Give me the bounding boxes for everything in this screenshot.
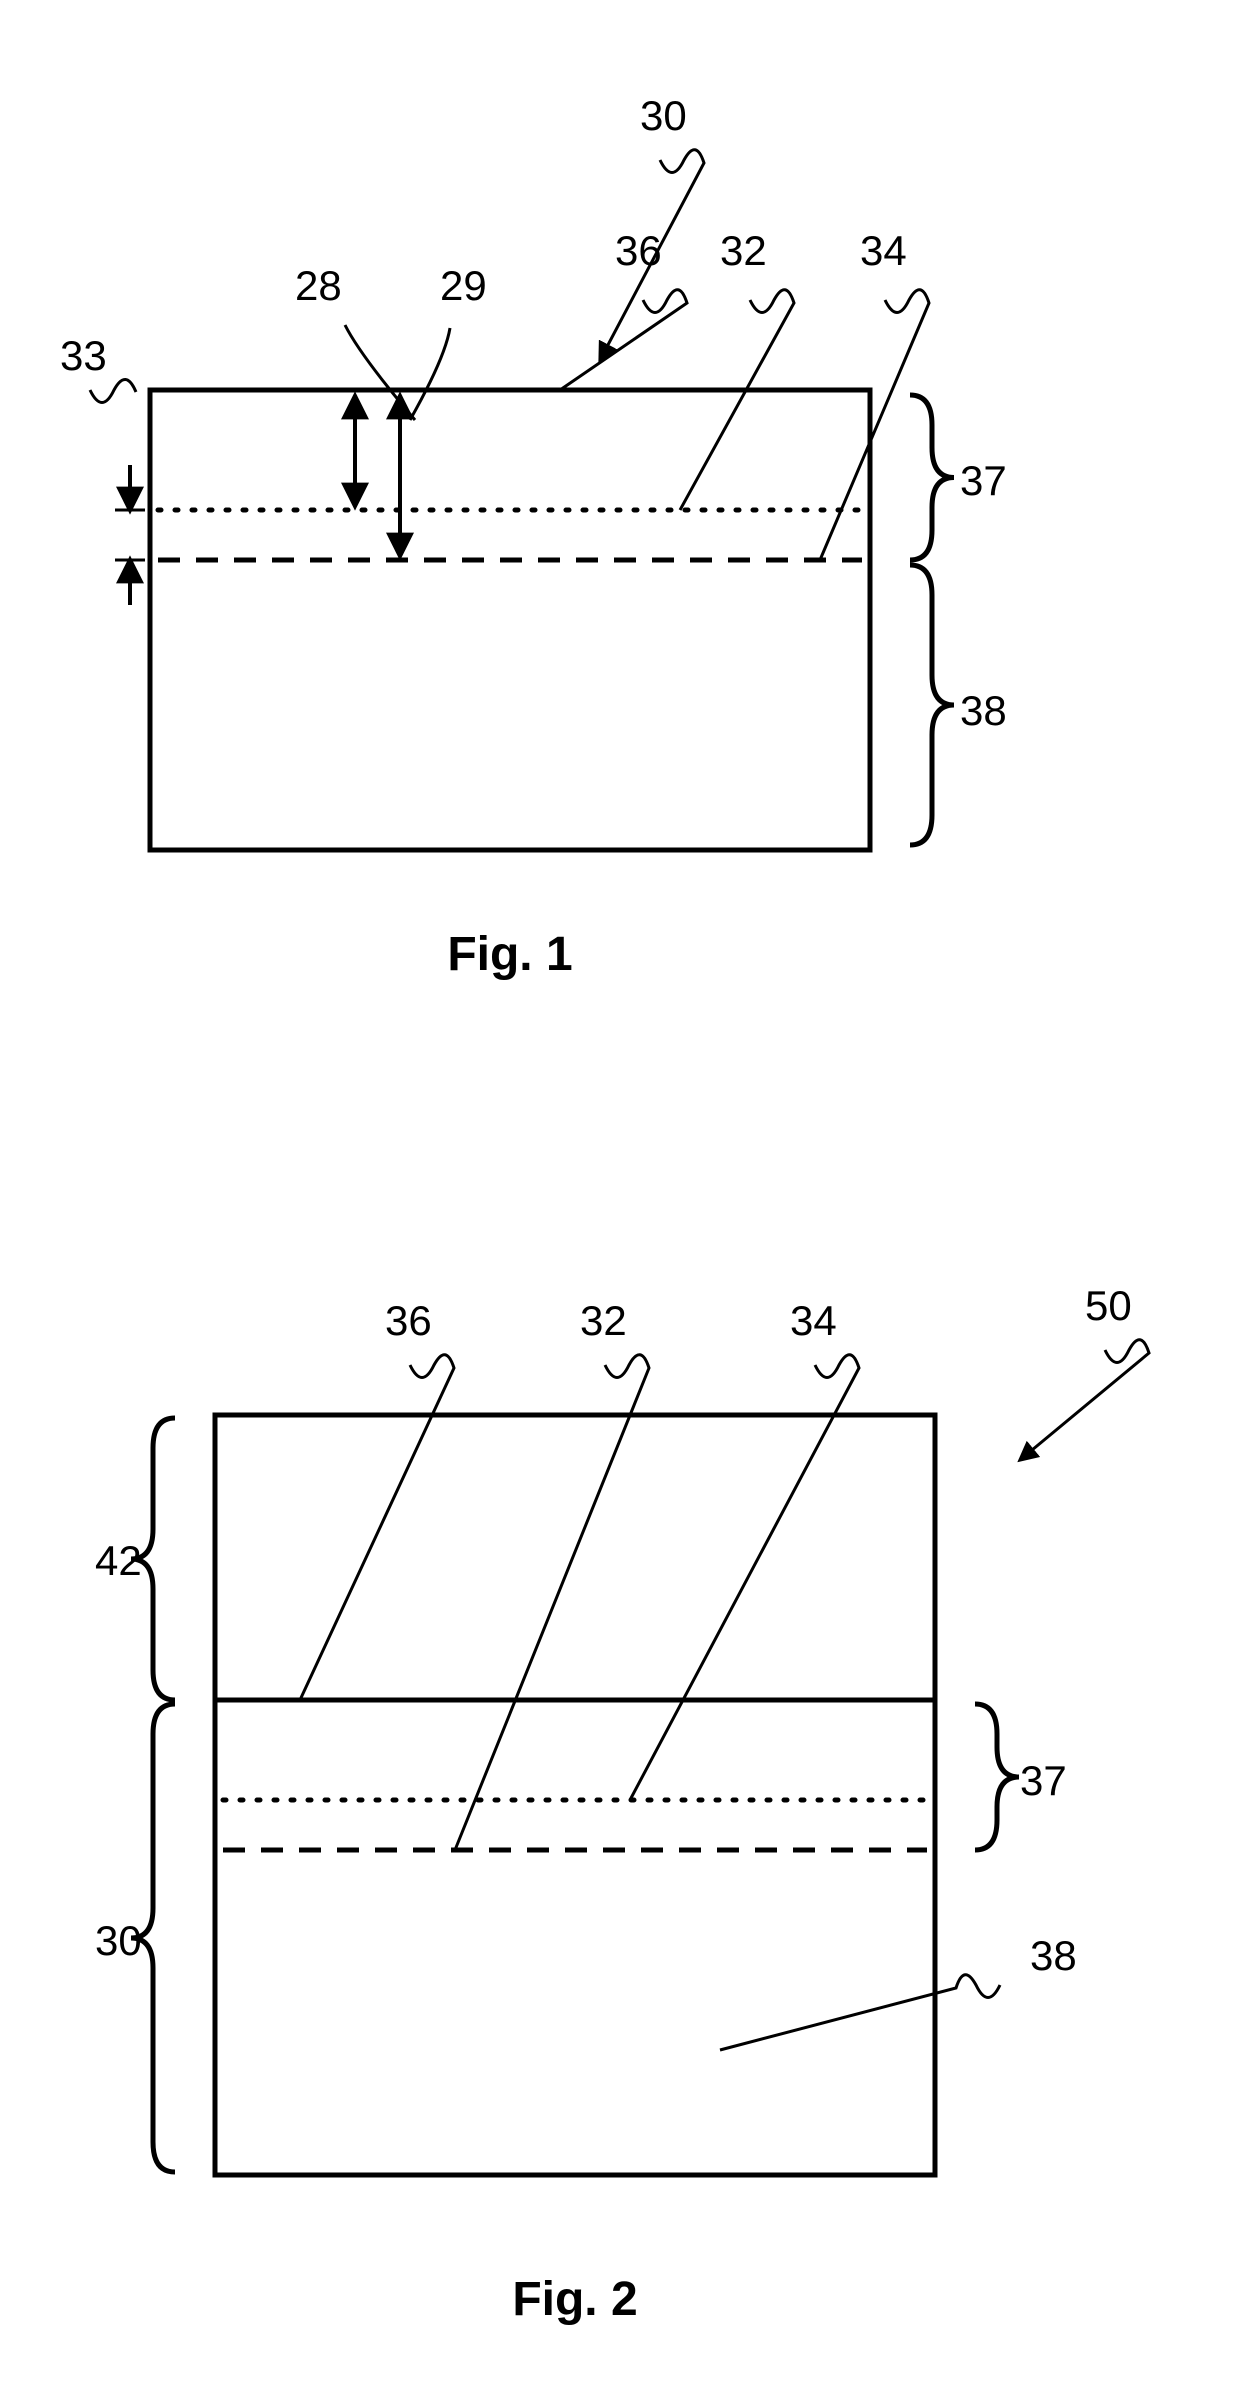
- fig2-caption: Fig. 2: [512, 2273, 637, 2326]
- label-28: 28: [295, 262, 342, 309]
- label-30: 30: [95, 1917, 142, 1964]
- leader-line: [720, 1975, 1000, 2050]
- leader-line: [300, 1355, 454, 1700]
- leader-line: [455, 1355, 649, 1850]
- brace-icon: [910, 395, 954, 560]
- label-34: 34: [790, 1297, 837, 1344]
- label-42: 42: [95, 1537, 142, 1584]
- label-32: 32: [720, 227, 767, 274]
- fig2-rect: [215, 1415, 935, 2175]
- leader-line: [1020, 1340, 1149, 1460]
- label-36: 36: [615, 227, 662, 274]
- fig1-rect: [150, 390, 870, 850]
- leader-line: [680, 290, 794, 510]
- leader-line: [630, 1355, 859, 1800]
- fig1-caption: Fig. 1: [447, 928, 572, 981]
- label-37: 37: [960, 457, 1007, 504]
- leader-line: [560, 290, 687, 390]
- label-38: 38: [1030, 1932, 1077, 1979]
- label-34: 34: [860, 227, 907, 274]
- label-30: 30: [640, 92, 687, 139]
- label-50: 50: [1085, 1282, 1132, 1329]
- label-29: 29: [440, 262, 487, 309]
- label-33: 33: [60, 332, 107, 379]
- label-36: 36: [385, 1297, 432, 1344]
- brace-icon: [910, 565, 954, 845]
- label-37: 37: [1020, 1757, 1067, 1804]
- label-38: 38: [960, 687, 1007, 734]
- brace-icon: [975, 1704, 1019, 1850]
- squiggle-icon: [90, 379, 136, 402]
- label-32: 32: [580, 1297, 627, 1344]
- leader-line: [410, 328, 450, 420]
- leader-line: [820, 290, 929, 560]
